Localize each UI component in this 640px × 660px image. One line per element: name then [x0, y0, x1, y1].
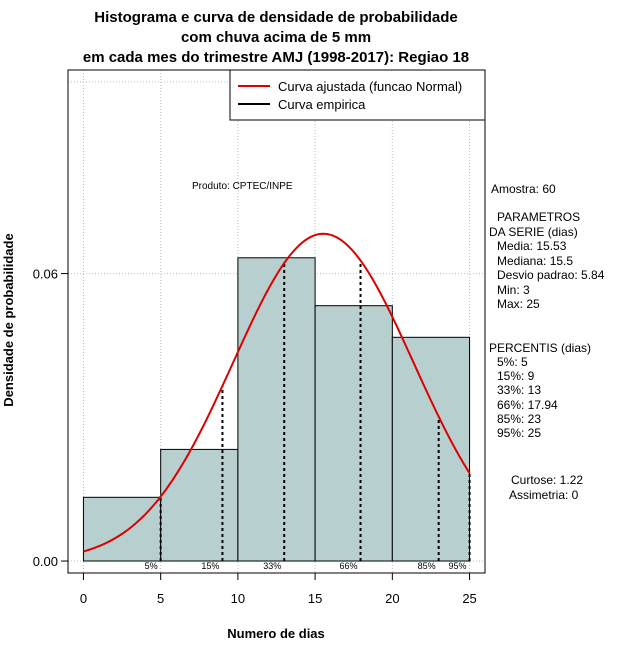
percentile-label: 33%: [263, 561, 281, 571]
percentile-label: 95%: [449, 561, 467, 571]
histogram-bar: [391, 336, 471, 562]
stat-assimetria: Assimetria: 0: [509, 488, 579, 502]
x-axis-title: Numero de dias: [227, 626, 325, 641]
stat-desvio: Desvio padrao: 5.84: [497, 268, 605, 282]
stat-p95: 95%: 25: [497, 426, 542, 440]
chart-title-line: em cada mes do trimestre AMJ (1998-2017)…: [83, 49, 469, 66]
axes: 0 5 10 15 20 25 0.00 0.06 Numero de dias Densidad…: [1, 233, 477, 641]
x-tick-label: 20: [385, 591, 399, 606]
chart-title-line: com chuva acima de 5 mm: [181, 29, 371, 46]
percentile-label: 5%: [145, 561, 158, 571]
y-axis-title: Densidade de probabilidade: [1, 233, 16, 406]
stat-parametros-title: PARAMETROS: [497, 210, 581, 224]
y-tick-label: 0.00: [33, 554, 58, 569]
normal-curve-line: [83, 232, 471, 553]
stat-p15: 15%: 9: [497, 369, 535, 383]
percentile-label: 85%: [418, 561, 436, 571]
stat-parametros-subtitle: DA SERIE (dias): [489, 225, 578, 239]
x-tick-label: 25: [462, 591, 476, 606]
y-tick-label: 0.06: [33, 267, 58, 282]
percentile-lines: 5% 15% 33% 66% 85% 95%: [145, 260, 471, 571]
stat-curtose: Curtose: 1.22: [511, 473, 584, 487]
legend-label: Curva ajustada (funcao Normal): [278, 79, 462, 94]
stat-p66: 66%: 17.94: [497, 398, 558, 412]
histogram-bar: [160, 448, 239, 562]
histogram-bar: [237, 257, 316, 562]
percentile-label: 66%: [340, 561, 358, 571]
percentile-label: 15%: [201, 561, 219, 571]
legend-box: [229, 69, 486, 121]
normal-curve: [83, 232, 471, 553]
stat-percentis-title: PERCENTIS (dias): [489, 341, 592, 355]
stat-p5: 5%: 5: [497, 355, 528, 369]
stat-p85: 85%: 23: [497, 412, 542, 426]
histogram-bars: [82, 257, 471, 562]
product-annotation: Produto: CPTEC/INPE: [192, 181, 293, 192]
histogram-bar: [314, 305, 393, 562]
stat-p33: 33%: 13: [497, 383, 542, 397]
chart-title: Histograma e curva de densidade de proba…: [83, 9, 469, 66]
x-tick-label: 5: [157, 591, 164, 606]
stat-max: Max: 25: [497, 297, 540, 311]
x-tick-label: 0: [80, 591, 87, 606]
stat-min: Min: 3: [497, 283, 530, 297]
histogram-bar: [82, 496, 162, 562]
x-tick-label: 10: [231, 591, 245, 606]
stat-media: Media: 15.53: [497, 239, 567, 253]
x-tick-label: 15: [308, 591, 322, 606]
stat-mediana: Mediana: 15.5: [497, 254, 574, 268]
stat-amostra: Amostra: 60: [491, 182, 556, 196]
chart-title-line: Histograma e curva de densidade de proba…: [94, 9, 457, 26]
legend: Curva ajustada (funcao Normal) Curva empi…: [229, 69, 486, 121]
legend-label: Curva empirica: [278, 97, 366, 112]
